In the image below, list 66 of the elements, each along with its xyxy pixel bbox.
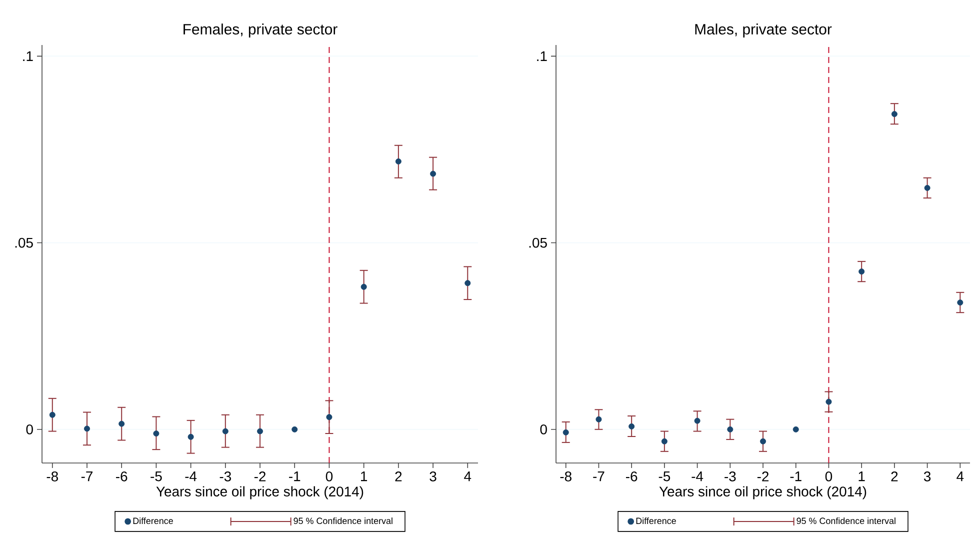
x-tick-label: -1	[790, 472, 802, 482]
point	[727, 426, 734, 432]
point	[760, 438, 766, 444]
legend-label: 95 % Confidence interval	[796, 517, 896, 524]
x-tick-label: 0	[326, 471, 333, 482]
point	[694, 418, 700, 424]
point	[360, 284, 367, 290]
y-tick-label: .05	[529, 238, 547, 248]
point	[222, 428, 228, 434]
x-tick-label: -2	[757, 471, 769, 482]
point	[924, 184, 930, 191]
point	[326, 414, 332, 420]
legend-label: 95 % Confidence interval	[294, 517, 392, 524]
chart-title: Females, private sector	[184, 24, 338, 38]
y-tick-label: .05	[15, 238, 33, 248]
x-tick-label: 4	[464, 472, 472, 482]
x-tick-label: -2	[254, 471, 266, 482]
x-tick-label: 2	[891, 471, 898, 482]
x-tick-label: 4	[956, 472, 964, 482]
point	[257, 428, 264, 434]
x-tick-label: -3	[724, 471, 736, 482]
point	[957, 300, 964, 306]
point	[562, 429, 569, 436]
x-tick-label: -4	[185, 472, 197, 482]
x-tick-label: 3	[430, 471, 436, 482]
x-tick-label: -6	[116, 471, 128, 482]
point	[292, 426, 298, 432]
x-axis-title: Years since oil price shock (2014)	[156, 486, 364, 500]
x-tick-label: -8	[46, 471, 58, 482]
y-tick-label: 0	[26, 424, 33, 434]
x-tick-label: -8	[560, 471, 572, 482]
x-tick-label: -1	[289, 472, 300, 482]
point	[49, 412, 56, 418]
y-tick-label: .1	[537, 51, 547, 61]
legend-label: Difference	[133, 517, 173, 524]
point	[858, 268, 865, 275]
legend-label: Difference	[636, 517, 676, 524]
point	[661, 438, 668, 444]
x-tick-label: -6	[626, 471, 638, 482]
point	[153, 430, 160, 436]
point	[792, 426, 799, 432]
x-tick-label: 2	[395, 471, 402, 482]
point	[118, 420, 125, 427]
chart-title: Males, private sector	[695, 24, 832, 38]
x-axis-title: Years since oil price shock (2014)	[659, 486, 866, 500]
x-tick-label: -7	[81, 472, 92, 482]
x-tick-label: -5	[658, 472, 670, 482]
point	[84, 426, 90, 432]
point	[596, 416, 602, 422]
point	[395, 158, 402, 164]
x-tick-label: -4	[692, 472, 704, 482]
y-tick-label: .1	[23, 51, 33, 61]
point	[628, 423, 635, 430]
x-tick-label: -5	[150, 472, 162, 482]
point	[464, 280, 471, 286]
x-tick-label: 1	[361, 472, 368, 482]
point	[430, 170, 436, 177]
point	[826, 398, 832, 405]
x-tick-label: 1	[858, 472, 865, 482]
y-tick-label: 0	[540, 424, 547, 434]
x-tick-label: 3	[924, 471, 931, 482]
point	[188, 434, 194, 440]
x-tick-label: -7	[593, 472, 604, 482]
x-tick-label: -3	[220, 471, 231, 482]
x-tick-label: 0	[825, 471, 832, 482]
point	[891, 111, 898, 118]
